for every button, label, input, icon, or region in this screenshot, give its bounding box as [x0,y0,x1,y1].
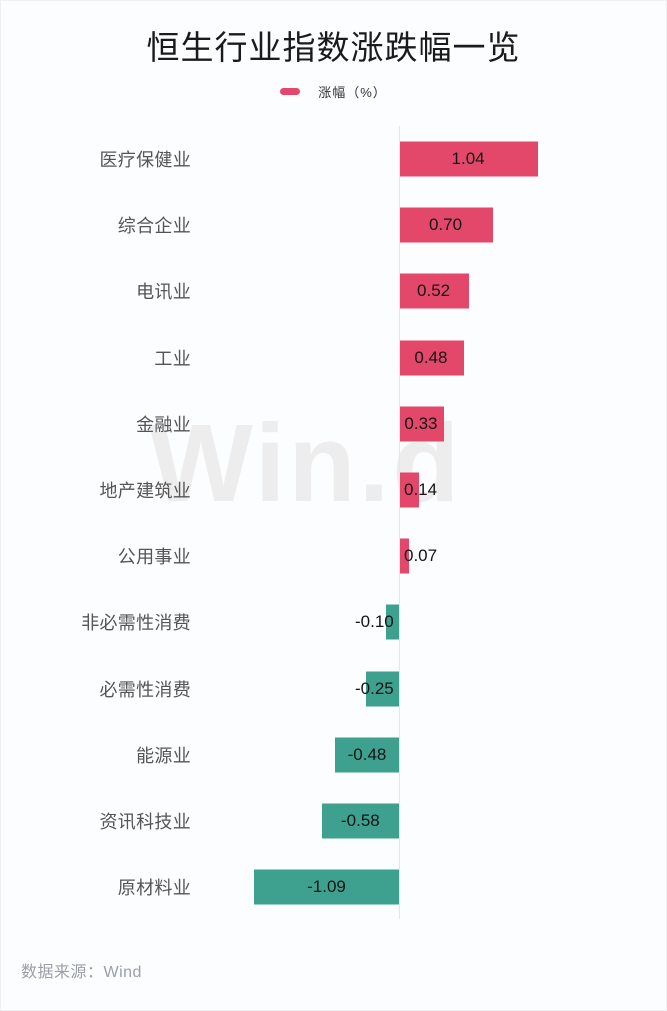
bar [365,671,399,707]
category-label: 医疗保健业 [99,150,191,170]
category-label: 综合企业 [117,216,191,237]
zero-axis-line [399,126,400,919]
value-label: 0.70 [428,215,463,235]
bar [400,207,493,243]
bar [254,869,399,905]
category-label: 电讯业 [136,282,191,303]
bar-chart: 医疗保健业 1.04 综合企业 0.70 电讯业 0.52 工业 0.48 金融业 0.33 地产建… [1,126,666,921]
category-label: 必需性消费 [99,679,191,700]
value-label: 0.52 [417,281,451,301]
value-label: -0.25 [355,678,394,698]
value-label: 0.07 [404,546,438,566]
category-label: 能源业 [136,745,191,766]
bar [400,538,410,574]
value-label: 0.33 [404,413,438,433]
category-label: 公用事业 [117,547,191,568]
legend-swatch-icon [280,88,301,95]
value-label: -1.09 [307,877,346,897]
value-label: -0.48 [347,744,387,764]
category-label: 原材料业 [117,878,191,899]
legend-label: 涨幅（%） [318,85,387,100]
data-source: 数据来源：Wind [21,964,142,981]
value-label: 0.48 [414,347,448,367]
value-label: -0.58 [340,811,380,830]
bar [400,406,444,442]
legend: 涨幅（%） [1,82,666,101]
value-label: 1.04 [451,149,485,168]
bar [400,273,470,309]
bar [385,604,399,640]
chart-title: 恒生行业指数涨跌幅一览 [146,29,521,66]
bar [400,472,419,508]
category-label: 资讯科技业 [99,812,191,832]
value-label: -0.10 [355,612,394,632]
category-label: 工业 [154,348,191,369]
category-label: 非必需性消费 [81,613,191,634]
bar [335,737,399,773]
category-label: 金融业 [136,414,191,435]
category-label: 地产建筑业 [99,481,191,501]
bar [400,340,464,376]
bar [400,141,539,177]
value-label: 0.14 [404,480,438,499]
bar [321,803,399,839]
